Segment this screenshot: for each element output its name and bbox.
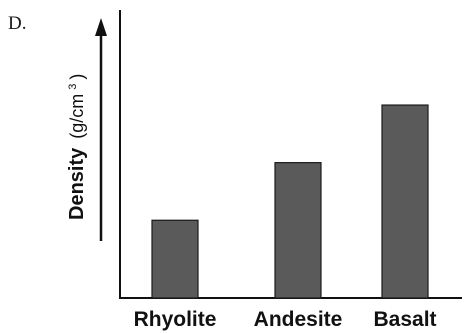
y-axis-label-main: Density	[66, 147, 88, 220]
y-label-arrow-head	[95, 18, 107, 36]
option-label: D.	[8, 13, 27, 34]
x-tick-label-andesite: Andesite	[254, 308, 343, 331]
x-tick-label-rhyolite: Rhyolite	[134, 308, 217, 331]
y-axis-label-unit-open: (g/cm	[67, 94, 87, 139]
y-axis-label-group: Density (g/cm 3 )	[63, 74, 88, 220]
bar-basalt	[381, 104, 429, 299]
x-tick-label-basalt: Basalt	[373, 308, 436, 331]
y-axis-label-unit-sup: 3	[67, 84, 79, 90]
y-axis-label-unit-close: )	[67, 74, 87, 80]
x-tick-labels: Rhyolite Andesite Basalt	[134, 308, 437, 331]
y-axis-label: Density (g/cm 3 )	[63, 74, 88, 220]
bar-rhyolite	[151, 219, 199, 299]
bars-group	[151, 104, 429, 299]
bar-andesite	[274, 162, 322, 299]
